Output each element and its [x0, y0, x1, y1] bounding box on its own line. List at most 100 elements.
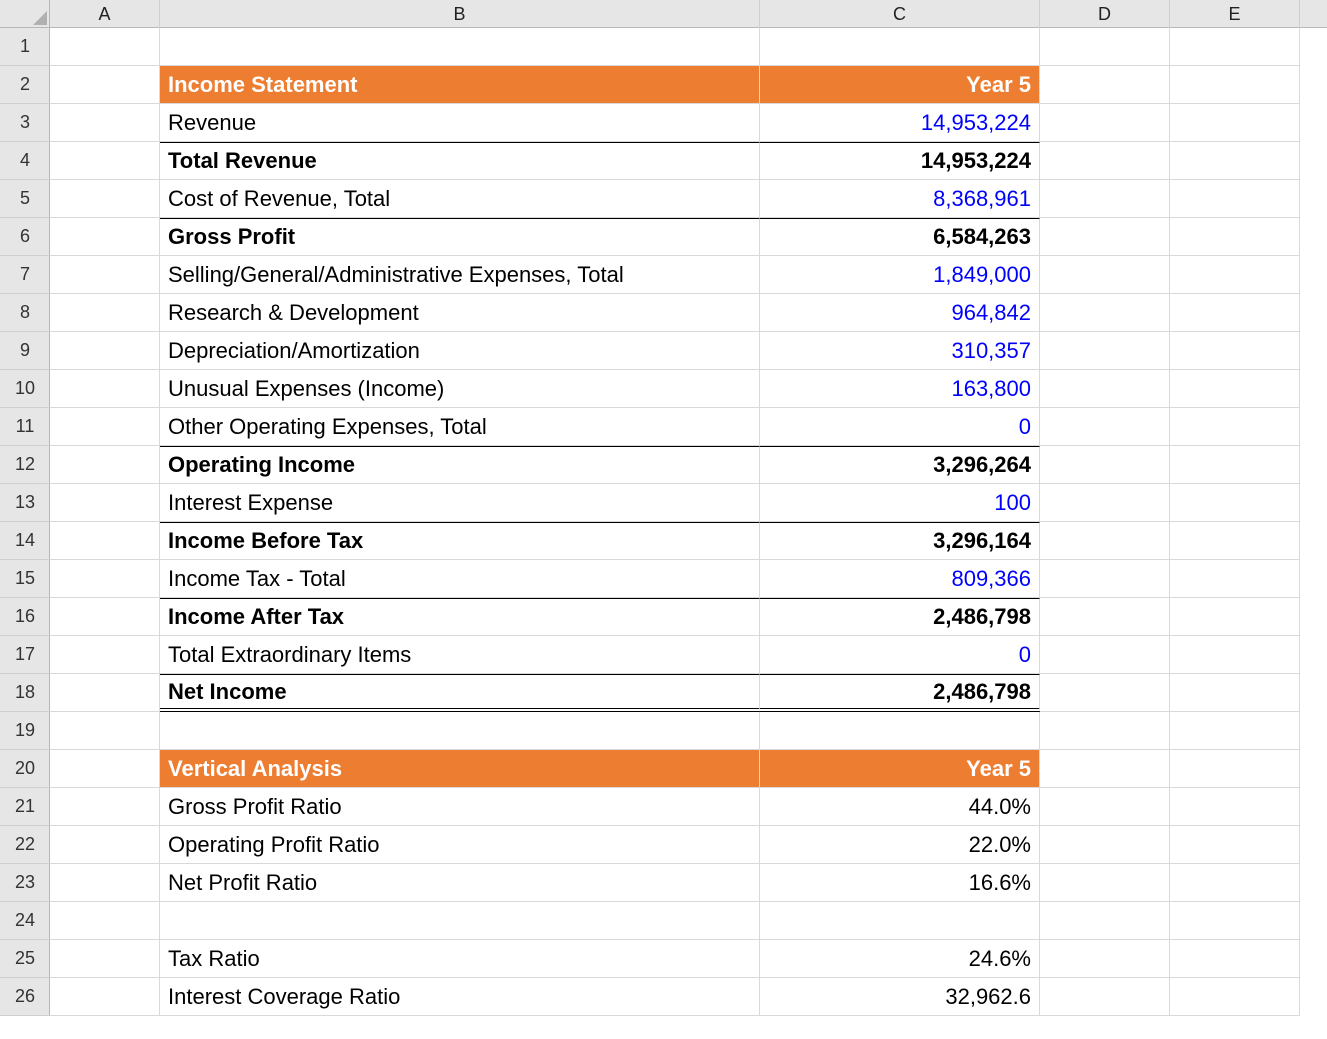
- row-header-22[interactable]: 22: [0, 826, 50, 864]
- cell-A21[interactable]: [50, 788, 160, 826]
- cell-D7[interactable]: [1040, 256, 1170, 294]
- cell-C21[interactable]: 44.0%: [760, 788, 1040, 826]
- cell-E25[interactable]: [1170, 940, 1300, 978]
- cell-D21[interactable]: [1040, 788, 1170, 826]
- cell-E13[interactable]: [1170, 484, 1300, 522]
- cell-D23[interactable]: [1040, 864, 1170, 902]
- cell-B21[interactable]: Gross Profit Ratio: [160, 788, 760, 826]
- cell-E22[interactable]: [1170, 826, 1300, 864]
- cell-A15[interactable]: [50, 560, 160, 598]
- cell-E6[interactable]: [1170, 218, 1300, 256]
- cell-C19[interactable]: [760, 712, 1040, 750]
- row-header-20[interactable]: 20: [0, 750, 50, 788]
- cell-B12[interactable]: Operating Income: [160, 446, 760, 484]
- column-header-D[interactable]: D: [1040, 0, 1170, 28]
- cell-C24[interactable]: [760, 902, 1040, 940]
- cell-D24[interactable]: [1040, 902, 1170, 940]
- cell-A12[interactable]: [50, 446, 160, 484]
- cell-C22[interactable]: 22.0%: [760, 826, 1040, 864]
- cell-B1[interactable]: [160, 28, 760, 66]
- cell-E7[interactable]: [1170, 256, 1300, 294]
- cell-A16[interactable]: [50, 598, 160, 636]
- cell-E10[interactable]: [1170, 370, 1300, 408]
- cell-A9[interactable]: [50, 332, 160, 370]
- cell-A20[interactable]: [50, 750, 160, 788]
- cell-A13[interactable]: [50, 484, 160, 522]
- cell-D20[interactable]: [1040, 750, 1170, 788]
- cell-E20[interactable]: [1170, 750, 1300, 788]
- cell-C10[interactable]: 163,800: [760, 370, 1040, 408]
- cell-D11[interactable]: [1040, 408, 1170, 446]
- cell-C9[interactable]: 310,357: [760, 332, 1040, 370]
- row-header-11[interactable]: 11: [0, 408, 50, 446]
- row-header-24[interactable]: 24: [0, 902, 50, 940]
- row-header-19[interactable]: 19: [0, 712, 50, 750]
- cell-D8[interactable]: [1040, 294, 1170, 332]
- cell-B8[interactable]: Research & Development: [160, 294, 760, 332]
- cell-E2[interactable]: [1170, 66, 1300, 104]
- cell-B11[interactable]: Other Operating Expenses, Total: [160, 408, 760, 446]
- cell-A10[interactable]: [50, 370, 160, 408]
- cell-D13[interactable]: [1040, 484, 1170, 522]
- cell-A23[interactable]: [50, 864, 160, 902]
- cell-E15[interactable]: [1170, 560, 1300, 598]
- cell-E21[interactable]: [1170, 788, 1300, 826]
- cell-B14[interactable]: Income Before Tax: [160, 522, 760, 560]
- cell-D17[interactable]: [1040, 636, 1170, 674]
- cell-B26[interactable]: Interest Coverage Ratio: [160, 978, 760, 1016]
- cell-B10[interactable]: Unusual Expenses (Income): [160, 370, 760, 408]
- row-header-10[interactable]: 10: [0, 370, 50, 408]
- row-header-18[interactable]: 18: [0, 674, 50, 712]
- column-header-B[interactable]: B: [160, 0, 760, 28]
- cell-C4[interactable]: 14,953,224: [760, 142, 1040, 180]
- row-header-4[interactable]: 4: [0, 142, 50, 180]
- cell-E12[interactable]: [1170, 446, 1300, 484]
- cell-D10[interactable]: [1040, 370, 1170, 408]
- cell-E1[interactable]: [1170, 28, 1300, 66]
- cell-A26[interactable]: [50, 978, 160, 1016]
- cell-A11[interactable]: [50, 408, 160, 446]
- cell-A5[interactable]: [50, 180, 160, 218]
- cell-C6[interactable]: 6,584,263: [760, 218, 1040, 256]
- cell-D2[interactable]: [1040, 66, 1170, 104]
- cell-C25[interactable]: 24.6%: [760, 940, 1040, 978]
- cell-A7[interactable]: [50, 256, 160, 294]
- row-header-21[interactable]: 21: [0, 788, 50, 826]
- column-header-A[interactable]: A: [50, 0, 160, 28]
- row-header-1[interactable]: 1: [0, 28, 50, 66]
- cell-A19[interactable]: [50, 712, 160, 750]
- cell-C5[interactable]: 8,368,961: [760, 180, 1040, 218]
- cell-A18[interactable]: [50, 674, 160, 712]
- cell-D5[interactable]: [1040, 180, 1170, 218]
- cell-B25[interactable]: Tax Ratio: [160, 940, 760, 978]
- cell-B22[interactable]: Operating Profit Ratio: [160, 826, 760, 864]
- cell-E9[interactable]: [1170, 332, 1300, 370]
- cell-D19[interactable]: [1040, 712, 1170, 750]
- cell-E19[interactable]: [1170, 712, 1300, 750]
- cell-E5[interactable]: [1170, 180, 1300, 218]
- row-header-7[interactable]: 7: [0, 256, 50, 294]
- cell-A25[interactable]: [50, 940, 160, 978]
- cell-B19[interactable]: [160, 712, 760, 750]
- cell-E23[interactable]: [1170, 864, 1300, 902]
- cell-B18[interactable]: Net Income: [160, 674, 760, 712]
- cell-C18[interactable]: 2,486,798: [760, 674, 1040, 712]
- cell-D25[interactable]: [1040, 940, 1170, 978]
- row-header-5[interactable]: 5: [0, 180, 50, 218]
- column-header-C[interactable]: C: [760, 0, 1040, 28]
- cell-A3[interactable]: [50, 104, 160, 142]
- cell-B5[interactable]: Cost of Revenue, Total: [160, 180, 760, 218]
- cell-A4[interactable]: [50, 142, 160, 180]
- cell-B9[interactable]: Depreciation/Amortization: [160, 332, 760, 370]
- cell-C12[interactable]: 3,296,264: [760, 446, 1040, 484]
- cell-D16[interactable]: [1040, 598, 1170, 636]
- cell-D18[interactable]: [1040, 674, 1170, 712]
- cell-B13[interactable]: Interest Expense: [160, 484, 760, 522]
- cell-A6[interactable]: [50, 218, 160, 256]
- cell-E17[interactable]: [1170, 636, 1300, 674]
- cell-B6[interactable]: Gross Profit: [160, 218, 760, 256]
- row-header-23[interactable]: 23: [0, 864, 50, 902]
- row-header-3[interactable]: 3: [0, 104, 50, 142]
- select-all-corner[interactable]: [0, 0, 50, 28]
- cell-A1[interactable]: [50, 28, 160, 66]
